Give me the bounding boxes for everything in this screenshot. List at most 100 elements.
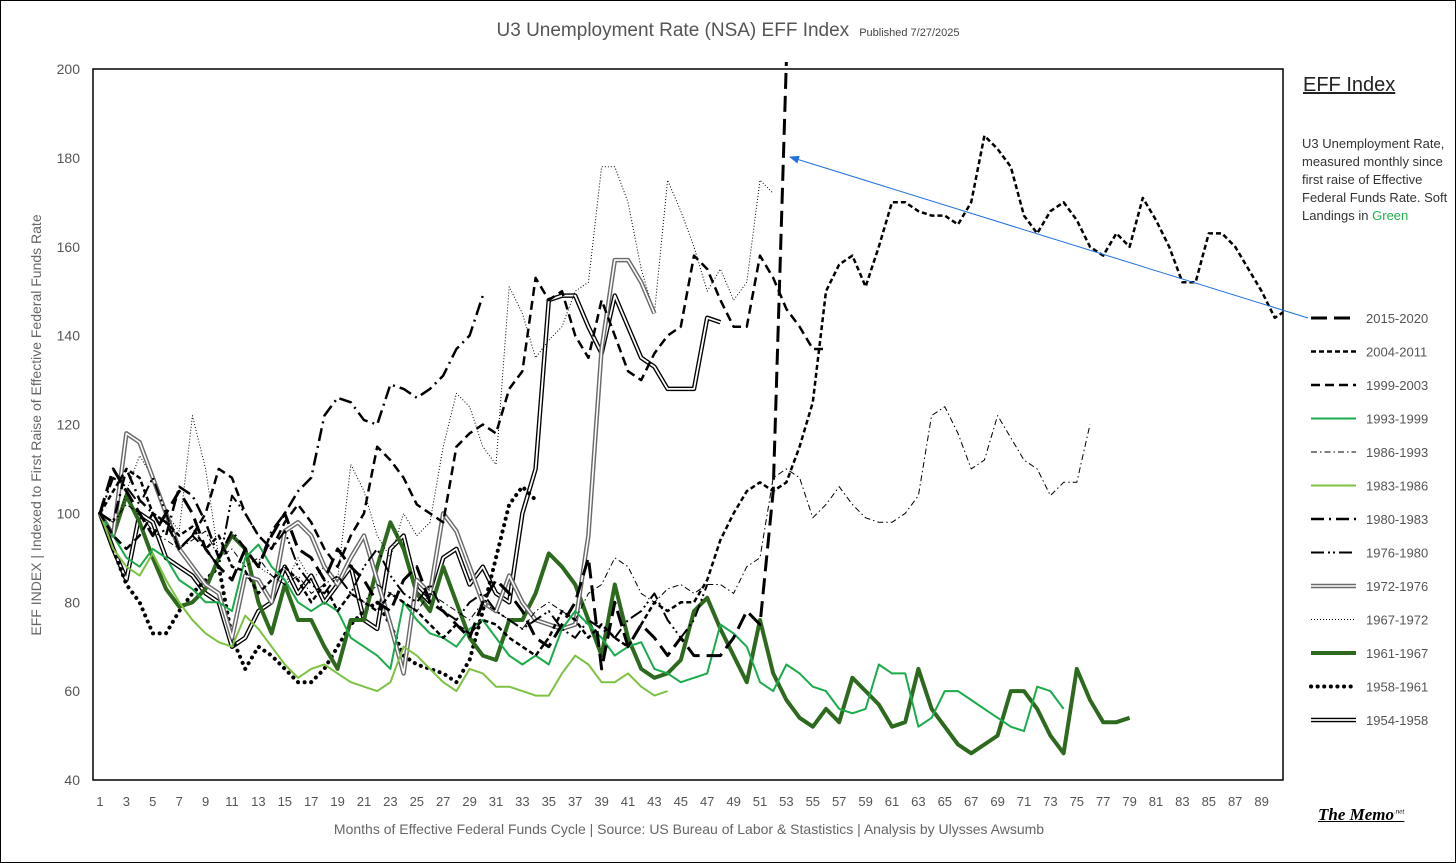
- series-1976-1980: [99, 476, 709, 639]
- legend-label: 1983-1986: [1366, 479, 1428, 494]
- x-tick-label: 29: [462, 794, 476, 809]
- series-line: [98, 493, 1131, 756]
- y-axis-ticks: 40 60 80 100 120 140 160 180 200: [57, 61, 81, 788]
- legend-item: 1972-1976: [1311, 579, 1428, 594]
- x-tick-label: 3: [123, 794, 130, 809]
- x-tick-label: 87: [1228, 794, 1242, 809]
- y-tick-label: 120: [57, 417, 81, 433]
- legend-label: 1976-1980: [1366, 546, 1428, 561]
- series-2015-2020: [98, 62, 788, 671]
- x-tick-label: 81: [1149, 794, 1163, 809]
- legend-item: 1961-1967: [1311, 646, 1428, 661]
- series-1999-2003: [98, 254, 826, 568]
- x-tick-label: 21: [357, 794, 371, 809]
- series-1983-1986: [99, 513, 668, 697]
- legend-item: 1980-1983: [1311, 512, 1428, 527]
- legend-label: 1993-1999: [1366, 412, 1428, 427]
- x-tick-label: 73: [1043, 794, 1057, 809]
- legend-label: 2015-2020: [1366, 311, 1428, 326]
- legend-item: 1993-1999: [1311, 412, 1428, 427]
- annotation-arrow: [789, 155, 1309, 319]
- legend-item: 2004-2011: [1311, 345, 1427, 360]
- series-line: [98, 134, 1283, 657]
- chart-title: U3 Unemployment Rate (NSA) EFF Index Publ…: [0, 20, 1456, 42]
- brand-logo: The Memo.net: [1318, 805, 1404, 825]
- x-tick-label: 79: [1122, 794, 1136, 809]
- title-text: U3 Unemployment Rate (NSA) EFF Index: [496, 20, 850, 41]
- series-line: [98, 484, 538, 685]
- x-tick-label: 45: [674, 794, 688, 809]
- series-line: [98, 62, 788, 671]
- x-tick-label: 25: [410, 794, 424, 809]
- x-tick-label: 37: [568, 794, 582, 809]
- legend-label: 2004-2011: [1366, 345, 1427, 360]
- legend-item: 1954-1958: [1311, 713, 1428, 728]
- series-1958-1961: [98, 484, 538, 685]
- series-1967-1972: [99, 166, 774, 585]
- series-1986-1993: [99, 406, 1091, 630]
- x-tick-label: 9: [202, 794, 209, 809]
- legend-item: 1967-1972: [1311, 613, 1428, 628]
- x-tick-label: 61: [885, 794, 899, 809]
- legend-item: 1958-1961: [1309, 680, 1428, 695]
- legend-label: 1986-1993: [1366, 445, 1428, 460]
- brand-suffix: .net: [1394, 807, 1405, 816]
- x-tick-label: 51: [753, 794, 767, 809]
- legend-desc-text: U3 Unemployment Rate, measured monthly s…: [1302, 136, 1448, 223]
- series-1961-1967: [98, 493, 1131, 756]
- legend-label: 1961-1967: [1366, 646, 1428, 661]
- series-line: [99, 406, 1091, 630]
- series-line: [99, 166, 774, 585]
- legend-item: 2015-2020: [1311, 311, 1428, 326]
- x-tick-label: 67: [964, 794, 978, 809]
- x-tick-label: 49: [726, 794, 740, 809]
- x-tick-label: 19: [330, 794, 344, 809]
- y-tick-label: 80: [64, 594, 80, 610]
- legend-label: 1954-1958: [1366, 713, 1428, 728]
- x-tick-label: 17: [304, 794, 318, 809]
- y-tick-label: 140: [57, 328, 81, 344]
- x-tick-label: 27: [436, 794, 450, 809]
- x-tick-label: 69: [990, 794, 1004, 809]
- x-tick-label: 71: [1017, 794, 1031, 809]
- series-line: [99, 512, 1065, 733]
- y-tick-label: 100: [57, 505, 81, 521]
- legend-item: 1976-1980: [1311, 546, 1428, 561]
- x-tick-label: 47: [700, 794, 714, 809]
- x-tick-label: 41: [621, 794, 635, 809]
- series-group: [97, 62, 1283, 756]
- x-tick-label: 33: [515, 794, 529, 809]
- x-tick-label: 75: [1070, 794, 1084, 809]
- series-line: [99, 513, 668, 697]
- x-axis-ticks: 1 3 5 7 9 11 13 15 17 19 21 23 25 27 29 31 33 35 37 39 41 43 4…: [96, 794, 1268, 809]
- x-tick-label: 43: [647, 794, 661, 809]
- y-tick-label: 60: [64, 683, 80, 699]
- x-tick-label: 77: [1096, 794, 1110, 809]
- series-line: [99, 476, 709, 639]
- legend-title: EFF Index: [1303, 74, 1396, 96]
- y-tick-label: 40: [64, 772, 80, 788]
- legend-item: 1983-1986: [1311, 479, 1428, 494]
- y-axis-label: EFF INDEX | Indexed to First Raise of Ef…: [28, 214, 44, 635]
- x-tick-label: 57: [832, 794, 846, 809]
- x-tick-label: 65: [938, 794, 952, 809]
- x-tick-label: 35: [542, 794, 556, 809]
- series-1993-1999: [99, 512, 1065, 733]
- x-tick-label: 89: [1254, 794, 1268, 809]
- x-tick-label: 1: [96, 794, 103, 809]
- x-tick-label: 59: [858, 794, 872, 809]
- legend-label: 1980-1983: [1366, 512, 1428, 527]
- published-date: Published 7/27/2025: [859, 27, 960, 39]
- series-line: [98, 254, 826, 568]
- x-tick-label: 53: [779, 794, 793, 809]
- legend-item: 1999-2003: [1311, 378, 1428, 393]
- x-tick-label: 85: [1202, 794, 1216, 809]
- y-tick-label: 160: [57, 239, 81, 255]
- y-tick-label: 180: [57, 150, 81, 166]
- legend-label: 1999-2003: [1366, 378, 1428, 393]
- x-tick-label: 55: [806, 794, 820, 809]
- x-tick-label: 11: [225, 794, 239, 809]
- legend-desc-green: Green: [1372, 208, 1409, 223]
- x-tick-label: 15: [278, 794, 292, 809]
